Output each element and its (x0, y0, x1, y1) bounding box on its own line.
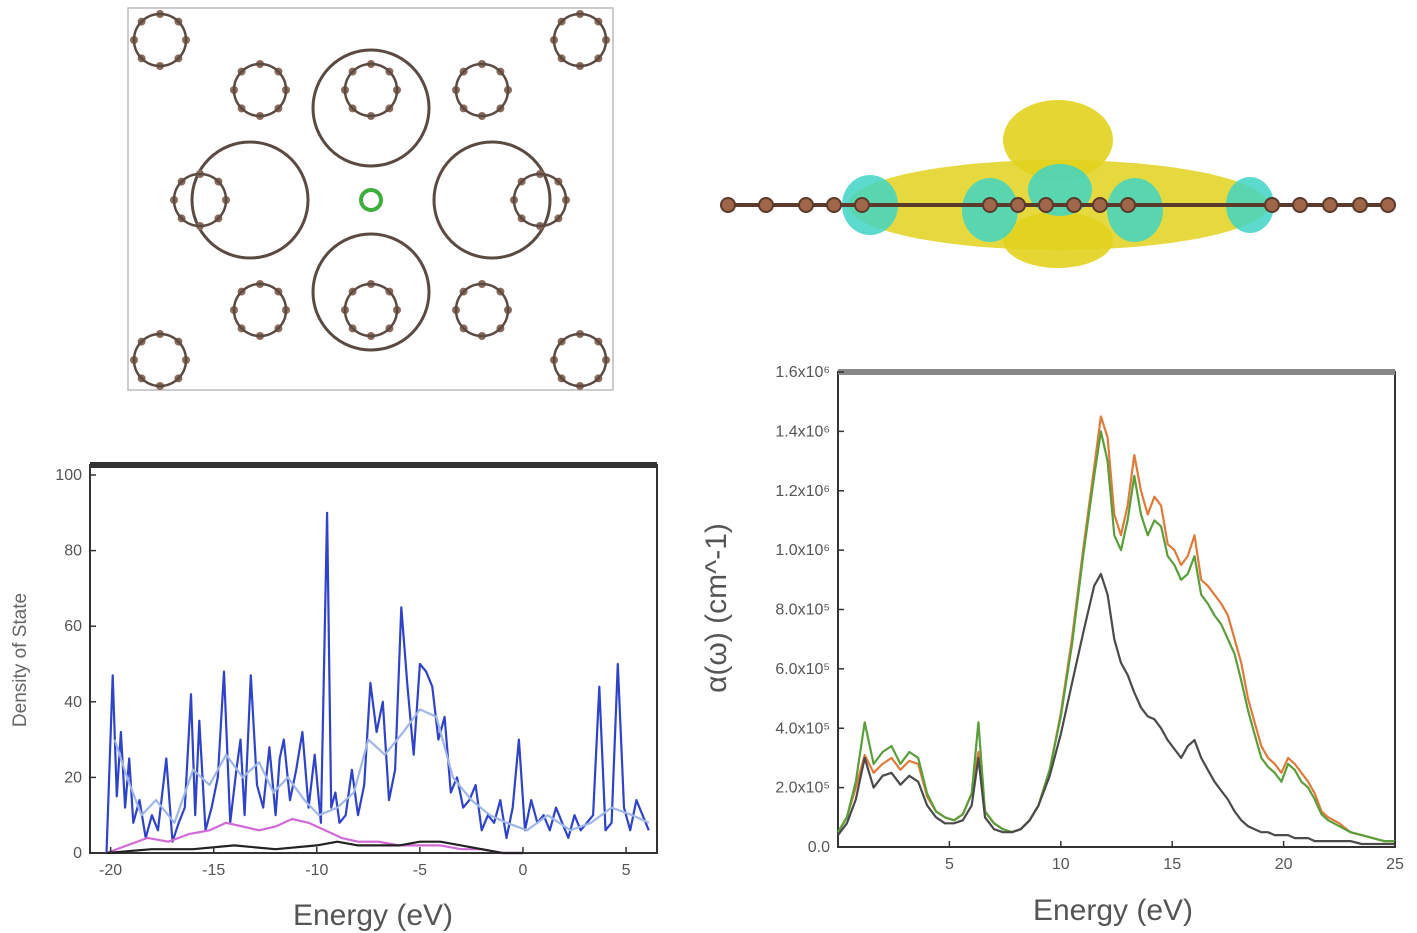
dopant-atom (359, 188, 383, 212)
lattice-ring (232, 282, 288, 338)
charge-cyan-center (1028, 164, 1092, 216)
dos-x-tick-label: 5 (622, 862, 631, 879)
abs-series-line-2 (837, 572, 1395, 846)
chain-atom (1038, 197, 1054, 213)
lattice-bonds (130, 10, 610, 390)
chain-atom (798, 197, 814, 213)
dos-x-axis-label: Energy (eV) (293, 899, 453, 932)
charge-cyan-center-right (1107, 178, 1163, 242)
abs-x-axis-label: Energy (eV) (1033, 894, 1193, 927)
chain-atom (1264, 197, 1280, 213)
lattice-ring (132, 12, 188, 68)
dos-y-tick-label: 100 (55, 467, 82, 484)
charge-density-side-view-icon (720, 100, 1396, 268)
abs-series-group (837, 415, 1395, 846)
dos-y-tick-label: 20 (64, 769, 82, 786)
abs-y-tick-label: 1.0x10⁶ (775, 542, 830, 559)
dos-x-tick-label: -20 (99, 862, 122, 879)
chain-atom (1120, 197, 1136, 213)
charge-lobe-bottom (1003, 212, 1113, 268)
chain-atom (1292, 197, 1308, 213)
abs-x-tick-label: 20 (1275, 856, 1293, 873)
dos-tick-group: -20 -15 -10 -5 0 5 0 20 40 60 80 100 (55, 467, 630, 879)
abs-series-line-1 (837, 430, 1395, 843)
dos-y-tick-label: 80 (64, 543, 82, 560)
atomic-lattice-structure-icon (127, 7, 614, 391)
chain-atom (982, 197, 998, 213)
abs-y-tick-label: 2.0x10⁵ (775, 780, 830, 797)
chain-atom (826, 197, 842, 213)
abs-tick-group: 5 10 15 20 25 0.0 2.0x10⁵ 4.0x10⁵ 6.0x10⁵ 8.0x10⁵… (775, 364, 1404, 873)
chain-atom (758, 197, 774, 213)
abs-y-tick-label: 4.0x10⁵ (775, 720, 830, 737)
lattice-ring (552, 12, 608, 68)
lattice-ring (232, 62, 288, 118)
abs-y-tick-label: 6.0x10⁵ (775, 661, 830, 678)
lattice-ring (343, 62, 399, 118)
abs-x-tick-label: 25 (1386, 856, 1404, 873)
dos-series-group (105, 511, 650, 855)
chain-atom (720, 197, 736, 213)
abs-x-tick-label: 10 (1052, 856, 1070, 873)
abs-y-tick-label: 0.0 (808, 839, 830, 856)
dos-series-line-1 (113, 708, 650, 832)
dos-y-tick-label: 0 (73, 845, 82, 862)
dos-chart: -20 -15 -10 -5 0 5 0 20 40 60 80 100 Energy (eV) De… (10, 462, 658, 932)
dos-y-tick-label: 40 (64, 694, 82, 711)
abs-y-tick-label: 1.6x10⁶ (775, 364, 830, 381)
abs-x-tick-label: 5 (945, 856, 954, 873)
chain-atom (1092, 197, 1108, 213)
chain-atom (1322, 197, 1338, 213)
absorption-chart: 5 10 15 20 25 0.0 2.0x10⁵ 4.0x10⁵ 6.0x10⁵ 8.0x10⁵… (700, 364, 1404, 927)
lattice-pore (311, 232, 431, 352)
chain-atom (1352, 197, 1368, 213)
chain-atom (854, 197, 870, 213)
lattice-ring (132, 332, 188, 388)
lattice-ring (454, 62, 510, 118)
dos-series-line-0 (105, 511, 650, 854)
lattice-ring (552, 332, 608, 388)
charge-lobe-top (1003, 100, 1113, 180)
lattice-pore (432, 140, 552, 260)
abs-y-tick-label: 1.4x10⁶ (775, 423, 830, 440)
abs-y-axis-label: α(ω) (cm^-1) (700, 523, 733, 693)
lattice-ring (343, 282, 399, 338)
dos-x-tick-label: 0 (519, 862, 528, 879)
dos-series-line-2 (106, 817, 523, 855)
abs-y-tick-label: 8.0x10⁵ (775, 602, 830, 619)
dos-plot-frame (89, 464, 658, 854)
chain-atom (1380, 197, 1396, 213)
lattice-pore (311, 48, 431, 168)
abs-x-tick-label: 15 (1163, 856, 1181, 873)
abs-y-tick-label: 1.2x10⁶ (775, 483, 830, 500)
dos-x-tick-label: -5 (413, 862, 427, 879)
dos-x-tick-label: -10 (305, 862, 328, 879)
chain-atom (1066, 197, 1082, 213)
lattice-frame (127, 7, 614, 391)
dos-series-line-3 (106, 840, 523, 855)
chain-atom (1010, 197, 1026, 213)
lattice-pore (190, 140, 310, 260)
lattice-ring (512, 172, 568, 228)
lattice-ring (454, 282, 510, 338)
lattice-ring (172, 172, 228, 228)
dos-x-tick-label: -15 (202, 862, 225, 879)
abs-series-line-0 (837, 415, 1395, 843)
dos-y-axis-label: Density of State (10, 593, 31, 727)
dos-y-tick-label: 60 (64, 618, 82, 635)
atom-chain (720, 197, 1396, 213)
